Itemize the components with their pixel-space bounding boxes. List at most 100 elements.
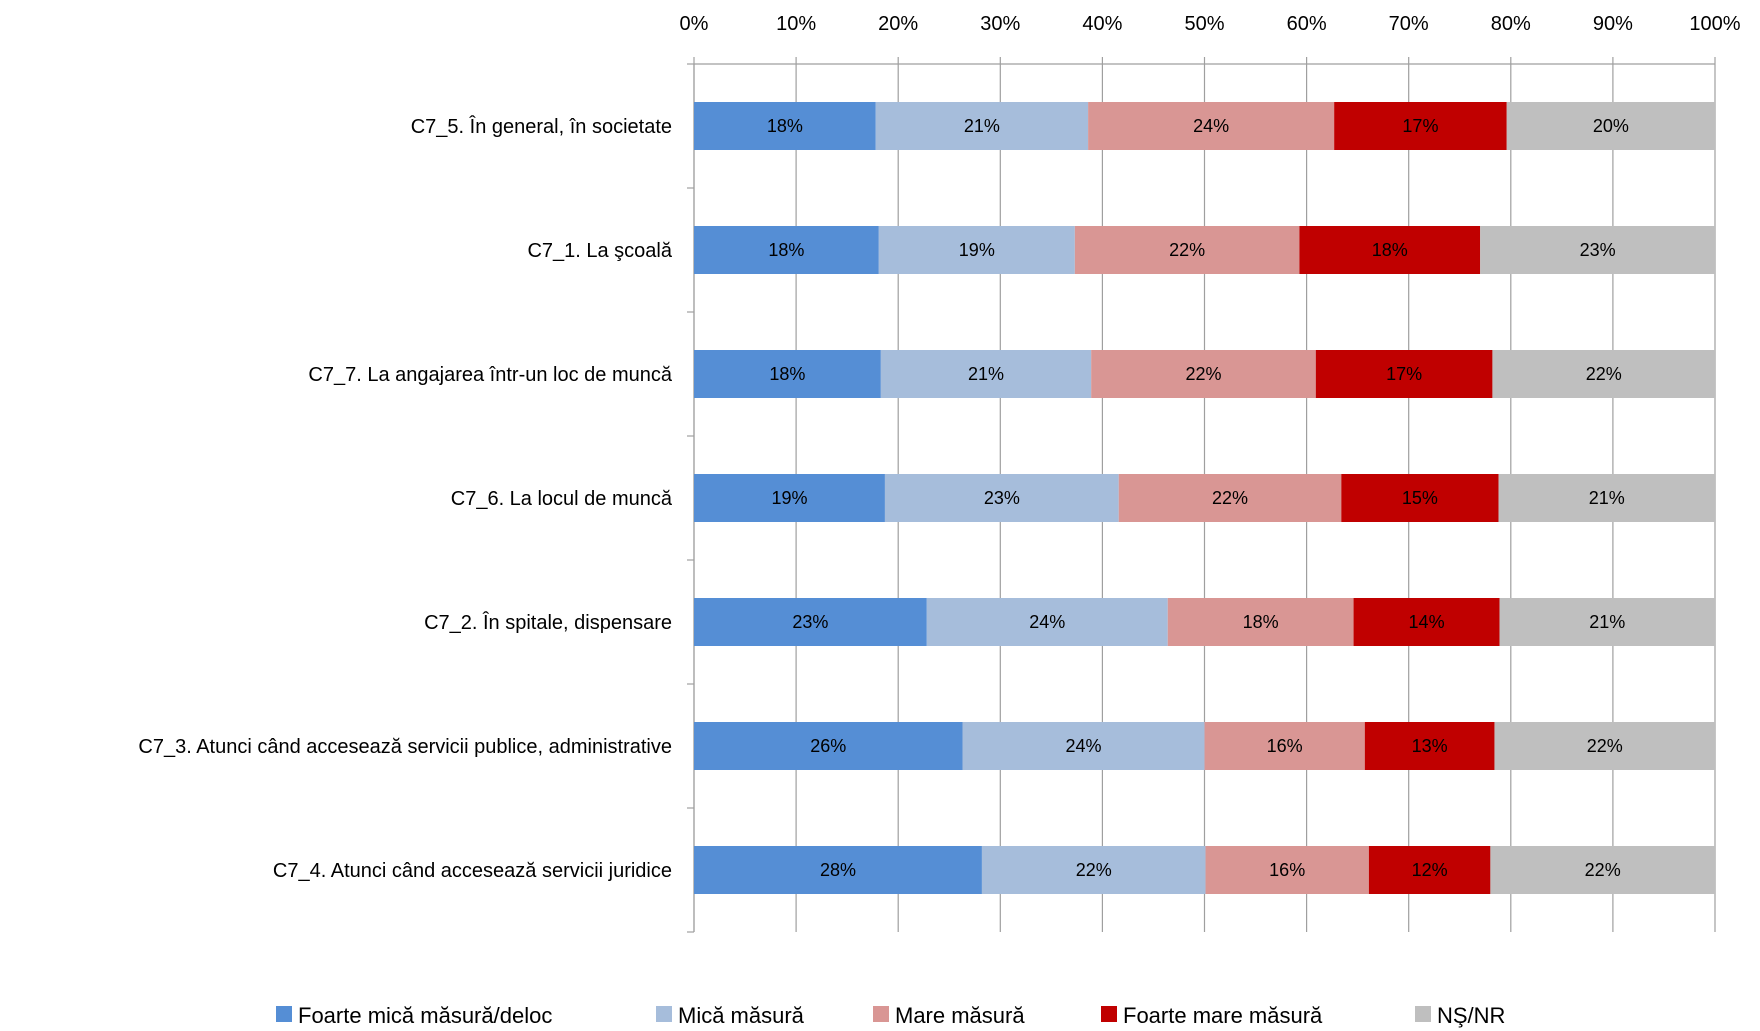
x-tick-label: 40% bbox=[1082, 13, 1122, 35]
legend-label: Foarte mare măsură bbox=[1123, 1003, 1323, 1028]
category-label: C7_3. Atunci când accesează servicii pub… bbox=[138, 736, 672, 758]
data-label: 16% bbox=[1269, 860, 1305, 880]
legend-swatch bbox=[1415, 1006, 1431, 1022]
x-tick-label: 30% bbox=[980, 13, 1020, 35]
bar-segment bbox=[694, 102, 876, 150]
bar-segment bbox=[694, 474, 885, 522]
x-tick-label: 100% bbox=[1689, 13, 1740, 35]
data-label: 22% bbox=[1212, 488, 1248, 508]
data-label: 15% bbox=[1402, 488, 1438, 508]
bar-segment bbox=[1368, 846, 1491, 894]
bar-segment bbox=[1334, 102, 1507, 150]
x-tick-label: 50% bbox=[1184, 13, 1224, 35]
x-tick-label: 10% bbox=[776, 13, 816, 35]
legend-swatch bbox=[1101, 1006, 1117, 1022]
data-label: 22% bbox=[1585, 860, 1621, 880]
data-label: 18% bbox=[1243, 612, 1279, 632]
data-label: 12% bbox=[1412, 860, 1448, 880]
bar-segment bbox=[1494, 722, 1715, 770]
data-label: 22% bbox=[1587, 736, 1623, 756]
bar-segment bbox=[1480, 226, 1715, 274]
data-label: 21% bbox=[968, 364, 1004, 384]
x-tick-label: 80% bbox=[1491, 13, 1531, 35]
bar-segment bbox=[1205, 846, 1369, 894]
bar-segment bbox=[1506, 102, 1715, 150]
data-label: 22% bbox=[1169, 240, 1205, 260]
data-label: 18% bbox=[769, 364, 805, 384]
bar-segment bbox=[981, 846, 1206, 894]
bar-segment bbox=[1118, 474, 1342, 522]
bar-segment bbox=[1364, 722, 1495, 770]
category-label: C7_7. La angajarea într-un loc de muncă bbox=[308, 364, 672, 386]
legend-label: NŞ/NR bbox=[1437, 1003, 1505, 1028]
bars bbox=[694, 102, 1715, 894]
bar-segment bbox=[694, 846, 982, 894]
data-label: 22% bbox=[1185, 364, 1221, 384]
data-label: 23% bbox=[1580, 240, 1616, 260]
legend: Foarte mică măsură/deloc Mică măsură Mare … bbox=[276, 1003, 1505, 1028]
bar-segment bbox=[1341, 474, 1499, 522]
bar-segment bbox=[1088, 102, 1335, 150]
bar-segment bbox=[1498, 474, 1715, 522]
data-labels: 18% 21% 24% 17% 20% 18% 19% 22% 18% 23% 18% 21% 22% 1… bbox=[767, 116, 1629, 880]
bar-segment bbox=[1074, 226, 1300, 274]
data-label: 26% bbox=[810, 736, 846, 756]
legend-swatch bbox=[276, 1006, 292, 1022]
legend-swatch bbox=[656, 1006, 672, 1022]
bar-segment bbox=[878, 226, 1075, 274]
legend-label: Mare măsură bbox=[895, 1003, 1025, 1028]
data-label: 22% bbox=[1076, 860, 1112, 880]
data-label: 21% bbox=[1589, 612, 1625, 632]
data-label: 17% bbox=[1402, 116, 1438, 136]
bar-segment bbox=[694, 598, 927, 646]
data-label: 21% bbox=[1589, 488, 1625, 508]
data-label: 28% bbox=[820, 860, 856, 880]
legend-swatch bbox=[873, 1006, 889, 1022]
data-label: 24% bbox=[1065, 736, 1101, 756]
data-label: 13% bbox=[1412, 736, 1448, 756]
bar-segment bbox=[880, 350, 1092, 398]
bar-segment bbox=[1167, 598, 1354, 646]
category-label: C7_4. Atunci când accesează servicii jur… bbox=[273, 860, 672, 882]
bar-segment bbox=[926, 598, 1168, 646]
data-label: 21% bbox=[964, 116, 1000, 136]
data-label: 24% bbox=[1193, 116, 1229, 136]
data-label: 22% bbox=[1586, 364, 1622, 384]
category-label: C7_6. La locul de muncă bbox=[451, 488, 673, 510]
bar-segment bbox=[694, 226, 879, 274]
bar-segment bbox=[1499, 598, 1715, 646]
x-tick-label: 0% bbox=[680, 13, 709, 35]
bar-segment bbox=[884, 474, 1119, 522]
data-label: 18% bbox=[768, 240, 804, 260]
data-label: 23% bbox=[984, 488, 1020, 508]
data-label: 23% bbox=[792, 612, 828, 632]
legend-label: Foarte mică măsură/deloc bbox=[298, 1003, 552, 1028]
category-label: C7_5. În general, în societate bbox=[411, 115, 672, 138]
data-label: 16% bbox=[1267, 736, 1303, 756]
data-label: 17% bbox=[1386, 364, 1422, 384]
data-label: 18% bbox=[767, 116, 803, 136]
bar-segment bbox=[1204, 722, 1365, 770]
category-labels: C7_5. În general, în societate C7_1. La ş… bbox=[138, 115, 672, 882]
bar-segment bbox=[1492, 350, 1715, 398]
x-axis-ticks: 0% 10% 20% 30% 40% 50% 60% 70% 80% 90% 100% bbox=[680, 13, 1741, 933]
data-label: 14% bbox=[1409, 612, 1445, 632]
bar-segment bbox=[962, 722, 1205, 770]
bar-segment bbox=[875, 102, 1089, 150]
bar-segment bbox=[1353, 598, 1500, 646]
data-label: 19% bbox=[771, 488, 807, 508]
bar-segment bbox=[694, 350, 881, 398]
data-label: 18% bbox=[1372, 240, 1408, 260]
legend-label: Mică măsură bbox=[678, 1003, 805, 1028]
x-tick-label: 70% bbox=[1389, 13, 1429, 35]
x-tick-label: 60% bbox=[1287, 13, 1327, 35]
data-label: 20% bbox=[1593, 116, 1629, 136]
bar-segment bbox=[694, 722, 963, 770]
data-label: 19% bbox=[959, 240, 995, 260]
data-label: 24% bbox=[1029, 612, 1065, 632]
x-tick-label: 90% bbox=[1593, 13, 1633, 35]
bar-segment bbox=[1091, 350, 1316, 398]
category-label: C7_1. La şcoală bbox=[527, 240, 672, 262]
category-label: C7_2. În spitale, dispensare bbox=[424, 611, 672, 634]
